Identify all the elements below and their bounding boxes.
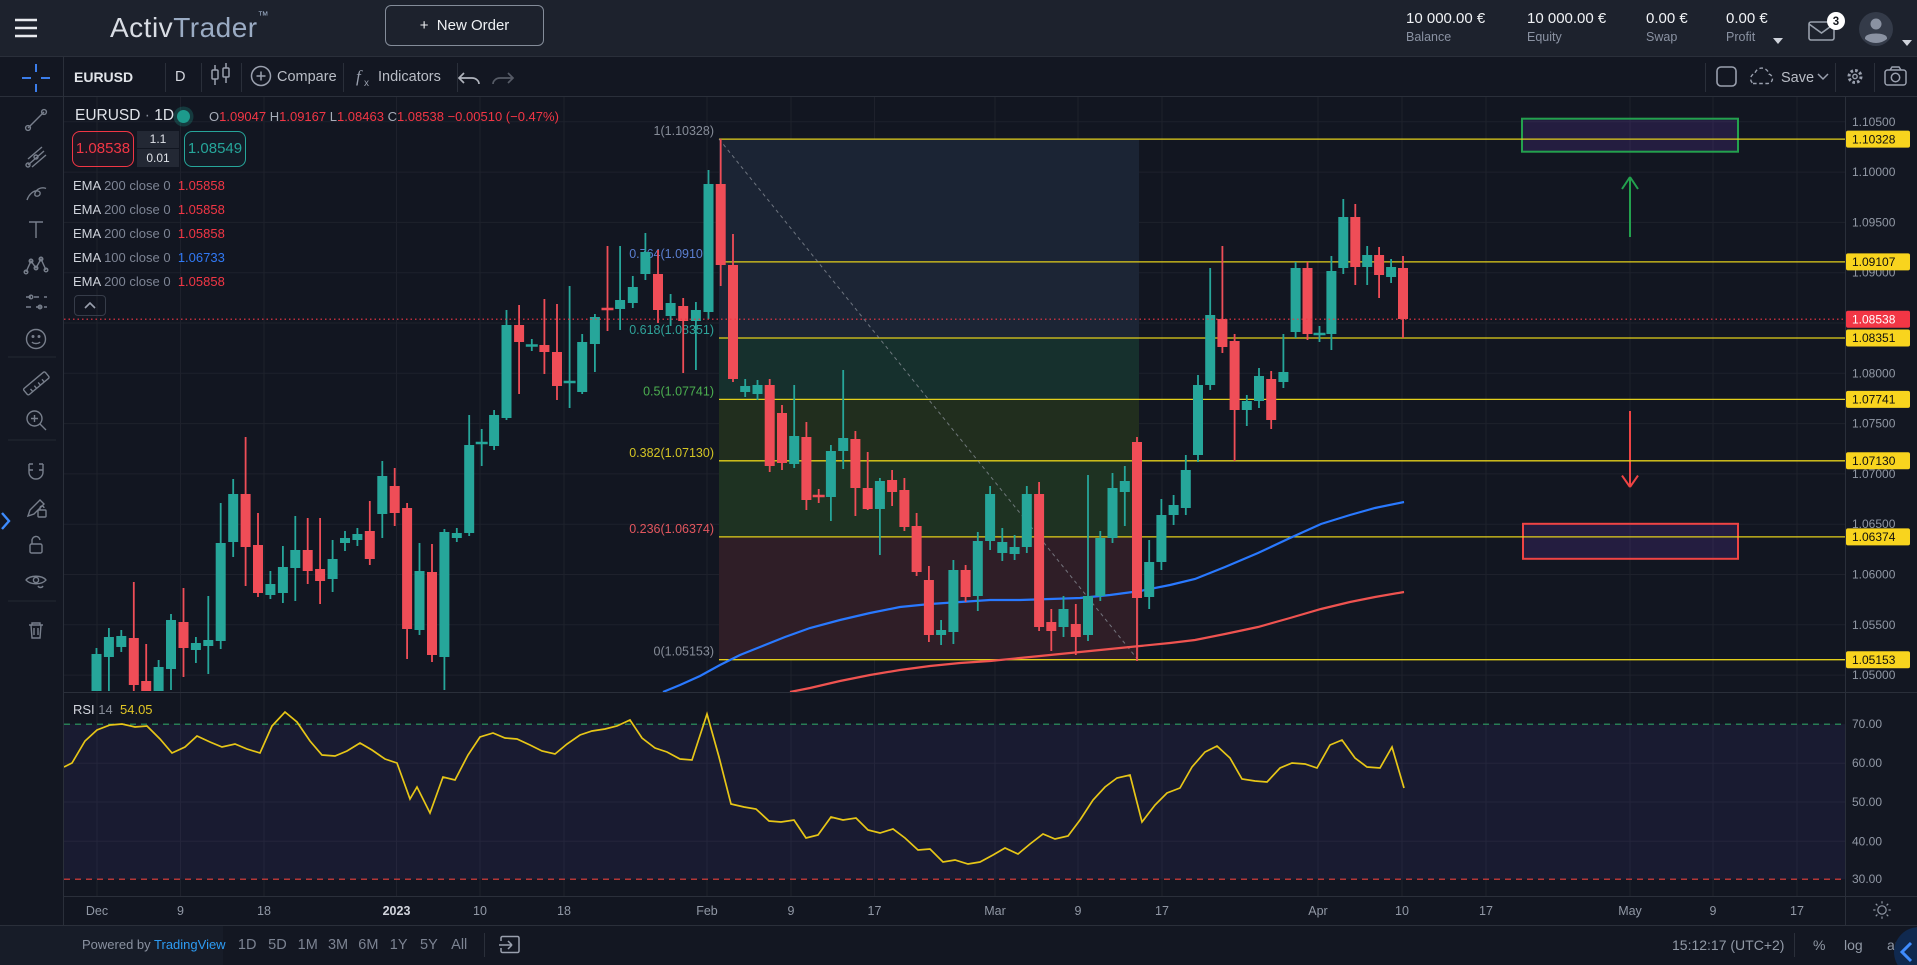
svg-text:Mar: Mar (984, 904, 1006, 918)
svg-text:17: 17 (868, 904, 882, 918)
svg-text:60.00: 60.00 (1852, 756, 1882, 770)
svg-text:17: 17 (1790, 904, 1804, 918)
svg-text:9: 9 (788, 904, 795, 918)
svg-text:0.618(1.08351): 0.618(1.08351) (629, 323, 714, 337)
svg-text:0(1.05153): 0(1.05153) (654, 645, 714, 659)
svg-text:1.06374: 1.06374 (1852, 530, 1896, 544)
svg-text:1.06000: 1.06000 (1852, 568, 1896, 582)
svg-text:Dec: Dec (86, 904, 108, 918)
svg-text:17: 17 (1155, 904, 1169, 918)
svg-text:2023: 2023 (383, 904, 411, 918)
svg-text:1.10500: 1.10500 (1852, 115, 1896, 129)
svg-text:1.05153: 1.05153 (1852, 653, 1896, 667)
svg-text:1.07130: 1.07130 (1852, 454, 1896, 468)
svg-text:0.5(1.07741): 0.5(1.07741) (643, 384, 714, 398)
svg-text:3: 3 (1833, 16, 1839, 28)
svg-text:May: May (1618, 904, 1642, 918)
svg-text:1.08351: 1.08351 (1852, 331, 1896, 345)
svg-text:9: 9 (1075, 904, 1082, 918)
svg-text:f: f (356, 67, 363, 86)
svg-text:Apr: Apr (1308, 904, 1327, 918)
svg-text:x: x (364, 78, 369, 89)
svg-text:1.09500: 1.09500 (1852, 215, 1896, 229)
svg-text:1.08538: 1.08538 (1852, 312, 1896, 326)
svg-text:1.07000: 1.07000 (1852, 467, 1896, 481)
svg-text:40.00: 40.00 (1852, 834, 1882, 848)
svg-text:50.00: 50.00 (1852, 795, 1882, 809)
svg-text:1.10000: 1.10000 (1852, 165, 1896, 179)
svg-text:0.236(1.06374): 0.236(1.06374) (629, 522, 714, 536)
svg-text:9: 9 (1710, 904, 1717, 918)
svg-text:1.07741: 1.07741 (1852, 393, 1896, 407)
svg-text:Feb: Feb (696, 904, 718, 918)
svg-text:1.09107: 1.09107 (1852, 255, 1896, 269)
svg-text:30.00: 30.00 (1852, 872, 1882, 886)
svg-text:10: 10 (1395, 904, 1409, 918)
svg-text:10: 10 (473, 904, 487, 918)
svg-text:1.07500: 1.07500 (1852, 417, 1896, 431)
svg-text:18: 18 (557, 904, 571, 918)
svg-text:1.10328: 1.10328 (1852, 132, 1896, 146)
svg-text:70.00: 70.00 (1852, 717, 1882, 731)
svg-text:1.05500: 1.05500 (1852, 618, 1896, 632)
svg-text:9: 9 (177, 904, 184, 918)
svg-text:1(1.10328): 1(1.10328) (654, 124, 714, 138)
svg-text:1.05000: 1.05000 (1852, 668, 1896, 682)
svg-text:0.764(1.09107): 0.764(1.09107) (629, 247, 714, 261)
svg-text:17: 17 (1479, 904, 1493, 918)
svg-text:18: 18 (257, 904, 271, 918)
svg-text:1.06500: 1.06500 (1852, 517, 1896, 531)
svg-text:Save: Save (1781, 70, 1814, 86)
svg-text:0.382(1.07130): 0.382(1.07130) (629, 446, 714, 460)
svg-text:1.08000: 1.08000 (1852, 366, 1896, 380)
